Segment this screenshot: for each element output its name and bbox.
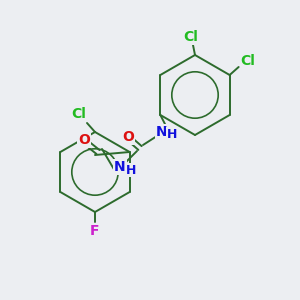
Text: Cl: Cl (240, 54, 255, 68)
Text: Cl: Cl (184, 30, 198, 44)
Text: Cl: Cl (72, 107, 86, 121)
Text: H: H (167, 128, 177, 140)
Text: H: H (126, 164, 136, 176)
Text: O: O (122, 130, 134, 144)
Text: F: F (90, 224, 100, 238)
Text: O: O (78, 133, 90, 147)
Text: N: N (156, 125, 168, 139)
Text: N: N (114, 160, 126, 174)
